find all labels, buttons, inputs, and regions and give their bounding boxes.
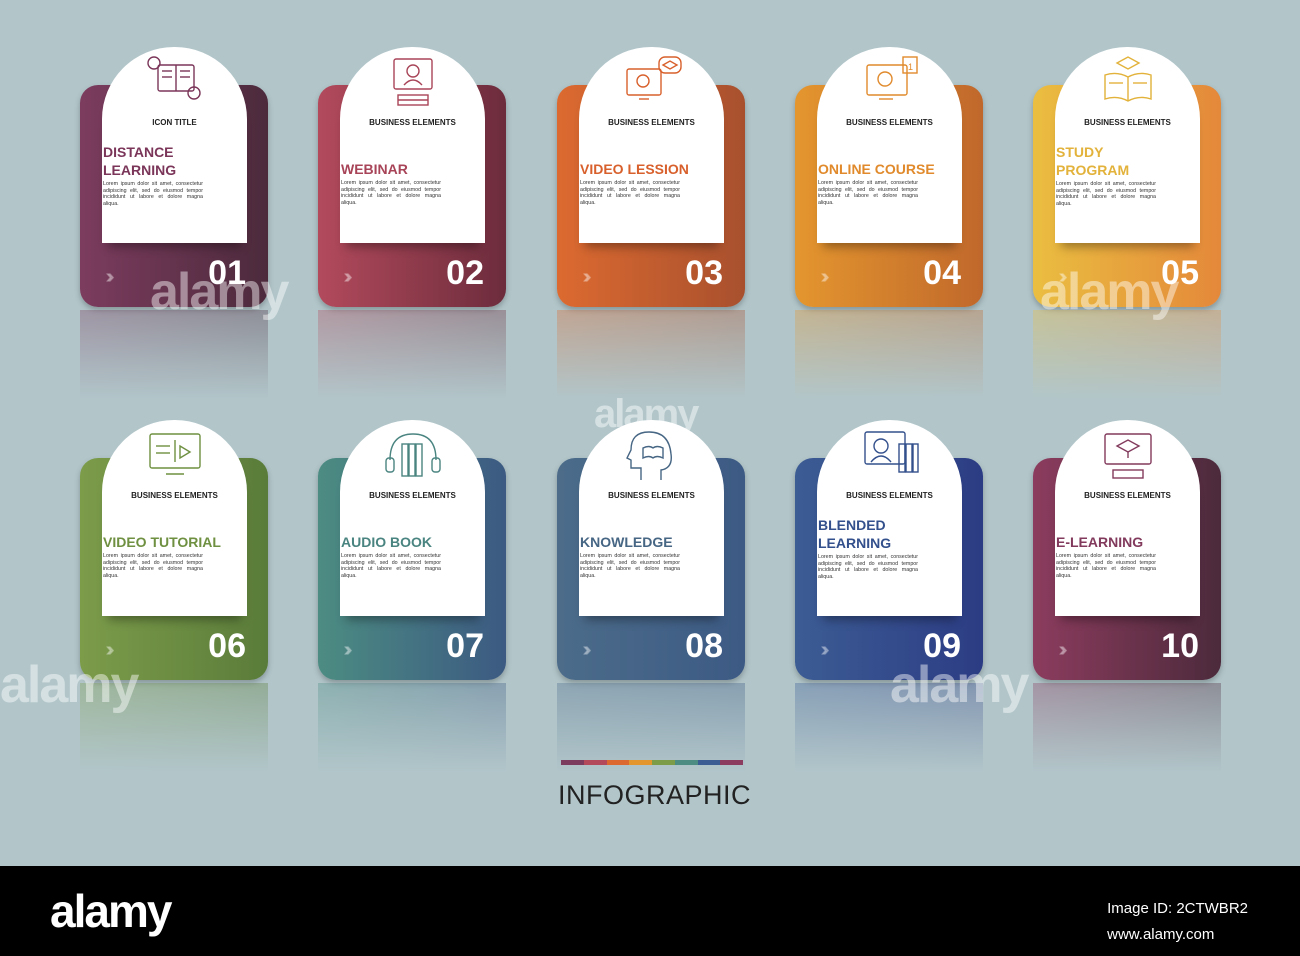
card-title: KNOWLEDGE	[580, 533, 705, 551]
card-number: 10	[1161, 627, 1199, 665]
card-subtitle: BUSINESS ELEMENTS	[369, 491, 456, 500]
card-panel: BUSINESS ELEMENTS	[1055, 47, 1200, 243]
svg-text:1: 1	[908, 62, 913, 72]
card-panel: BUSINESS ELEMENTS	[579, 420, 724, 616]
card-title: BLENDED LEARNING	[818, 516, 943, 552]
book-graduation-cap-icon	[1104, 56, 1152, 102]
site-url[interactable]: www.alamy.com	[1107, 926, 1215, 943]
card-subtitle: BUSINESS ELEMENTS	[369, 118, 456, 127]
card-body-text: Lorem ipsum dolor sit amet, consectetur …	[341, 180, 441, 206]
card-reflection	[318, 683, 506, 773]
card-subtitle: BUSINESS ELEMENTS	[1084, 118, 1171, 127]
card-number: 04	[923, 254, 961, 292]
color-bar-segment	[583, 760, 607, 765]
image-id: Image ID: 2CTWBR2	[1107, 900, 1248, 917]
card-reflection	[795, 683, 983, 773]
card-body-text: Lorem ipsum dolor sit amet, consectetur …	[103, 181, 203, 207]
card-title: DISTANCE LEARNING	[103, 143, 228, 179]
card-body-text: Lorem ipsum dolor sit amet, consectetur …	[580, 553, 680, 579]
image-info: Image ID: 2CTWBR2 www.alamy.com	[1107, 896, 1248, 948]
card-reflection	[1033, 310, 1221, 400]
card-body-text: Lorem ipsum dolor sit amet, consectetur …	[1056, 181, 1156, 207]
card-panel: BUSINESS ELEMENTS	[102, 420, 247, 616]
card-title-line: DISTANCE	[103, 144, 174, 160]
computer-graduation-cap-icon	[1104, 433, 1152, 479]
video-call-graduation-icon	[626, 56, 682, 100]
card-reflection	[318, 310, 506, 400]
card-title: WEBINAR	[341, 160, 466, 178]
card-body-text: Lorem ipsum dolor sit amet, consectetur …	[580, 180, 680, 206]
card-body-text: Lorem ipsum dolor sit amet, consectetur …	[818, 180, 918, 206]
card-panel: BUSINESS ELEMENTS	[340, 420, 485, 616]
card-panel: ICON TITLE	[102, 47, 247, 243]
card-title-line: BLENDED	[818, 517, 886, 533]
card-title: AUDIO BOOK	[341, 533, 466, 551]
card-title-line: E-LEARNING	[1056, 534, 1144, 550]
color-bar	[561, 760, 743, 765]
card-title-line: ONLINE COURSE	[818, 161, 935, 177]
card-title-line: VIDEO TUTORIAL	[103, 534, 221, 550]
card-panel: 1 BUSINESS ELEMENTS	[817, 47, 962, 243]
card-title-line: KNOWLEDGE	[580, 534, 673, 550]
card-subtitle: BUSINESS ELEMENTS	[131, 491, 218, 500]
head-book-icon	[626, 431, 672, 480]
card-number: 02	[446, 254, 484, 292]
card-title: STUDY PROGRAM	[1056, 143, 1181, 179]
card-number: 01	[208, 254, 246, 292]
card-body-text: Lorem ipsum dolor sit amet, consectetur …	[341, 553, 441, 579]
card-panel: BUSINESS ELEMENTS	[817, 420, 962, 616]
card-title-line: LEARNING	[818, 535, 892, 551]
color-bar-segment	[720, 760, 743, 765]
card-reflection	[557, 310, 745, 400]
card-number: 06	[208, 627, 246, 665]
color-bar-segment	[561, 760, 584, 765]
monitor-book-play-icon	[149, 433, 201, 475]
monitor-person-books-icon	[864, 431, 919, 473]
card-reflection	[557, 683, 745, 773]
card-subtitle: BUSINESS ELEMENTS	[846, 118, 933, 127]
card-body-text: Lorem ipsum dolor sit amet, consectetur …	[1056, 553, 1156, 579]
card-number: 05	[1161, 254, 1199, 292]
card-title: VIDEO LESSION	[580, 160, 705, 178]
card-body-text: Lorem ipsum dolor sit amet, consectetur …	[818, 554, 918, 580]
card-title: VIDEO TUTORIAL	[103, 533, 228, 551]
color-bar-segment	[697, 760, 721, 765]
color-bar-segment	[674, 760, 698, 765]
footer-bar: alamy Image ID: 2CTWBR2 www.alamy.com	[0, 866, 1300, 956]
card-title-line: AUDIO BOOK	[341, 534, 432, 550]
card-subtitle: BUSINESS ELEMENTS	[608, 491, 695, 500]
card-panel: BUSINESS ELEMENTS	[340, 47, 485, 243]
card-title-line: LEARNING	[103, 162, 177, 178]
color-bar-segment	[629, 760, 652, 765]
card-title: ONLINE COURSE	[818, 160, 943, 178]
alamy-logo: alamy	[50, 885, 172, 937]
card-body-text: Lorem ipsum dolor sit amet, consectetur …	[103, 553, 203, 579]
card-title-line: STUDY	[1056, 144, 1104, 160]
card-reflection	[1033, 683, 1221, 773]
card-reflection	[80, 683, 268, 773]
monitor-headset-person-icon	[393, 58, 433, 106]
card-panel: BUSINESS ELEMENTS	[579, 47, 724, 243]
card-subtitle: BUSINESS ELEMENTS	[846, 491, 933, 500]
card-panel: BUSINESS ELEMENTS	[1055, 420, 1200, 616]
card-subtitle: ICON TITLE	[152, 118, 197, 127]
card-title-line: VIDEO LESSION	[580, 161, 689, 177]
headphones-books-icon	[385, 433, 441, 477]
card-number: 07	[446, 627, 484, 665]
card-reflection	[795, 310, 983, 400]
monitor-calendar-icon: 1	[866, 56, 918, 100]
card-subtitle: BUSINESS ELEMENTS	[608, 118, 695, 127]
card-number: 03	[685, 254, 723, 292]
card-title-line: WEBINAR	[341, 161, 408, 177]
color-bar-segment	[606, 760, 630, 765]
book-map-pin-icon	[147, 56, 201, 100]
infographic-title: INFOGRAPHIC	[558, 780, 752, 810]
card-reflection	[80, 310, 268, 400]
card-number: 09	[923, 627, 961, 665]
card-title: E-LEARNING	[1056, 533, 1181, 551]
card-subtitle: BUSINESS ELEMENTS	[1084, 491, 1171, 500]
card-title-line: PROGRAM	[1056, 162, 1130, 178]
card-number: 08	[685, 627, 723, 665]
color-bar-segment	[652, 760, 675, 765]
